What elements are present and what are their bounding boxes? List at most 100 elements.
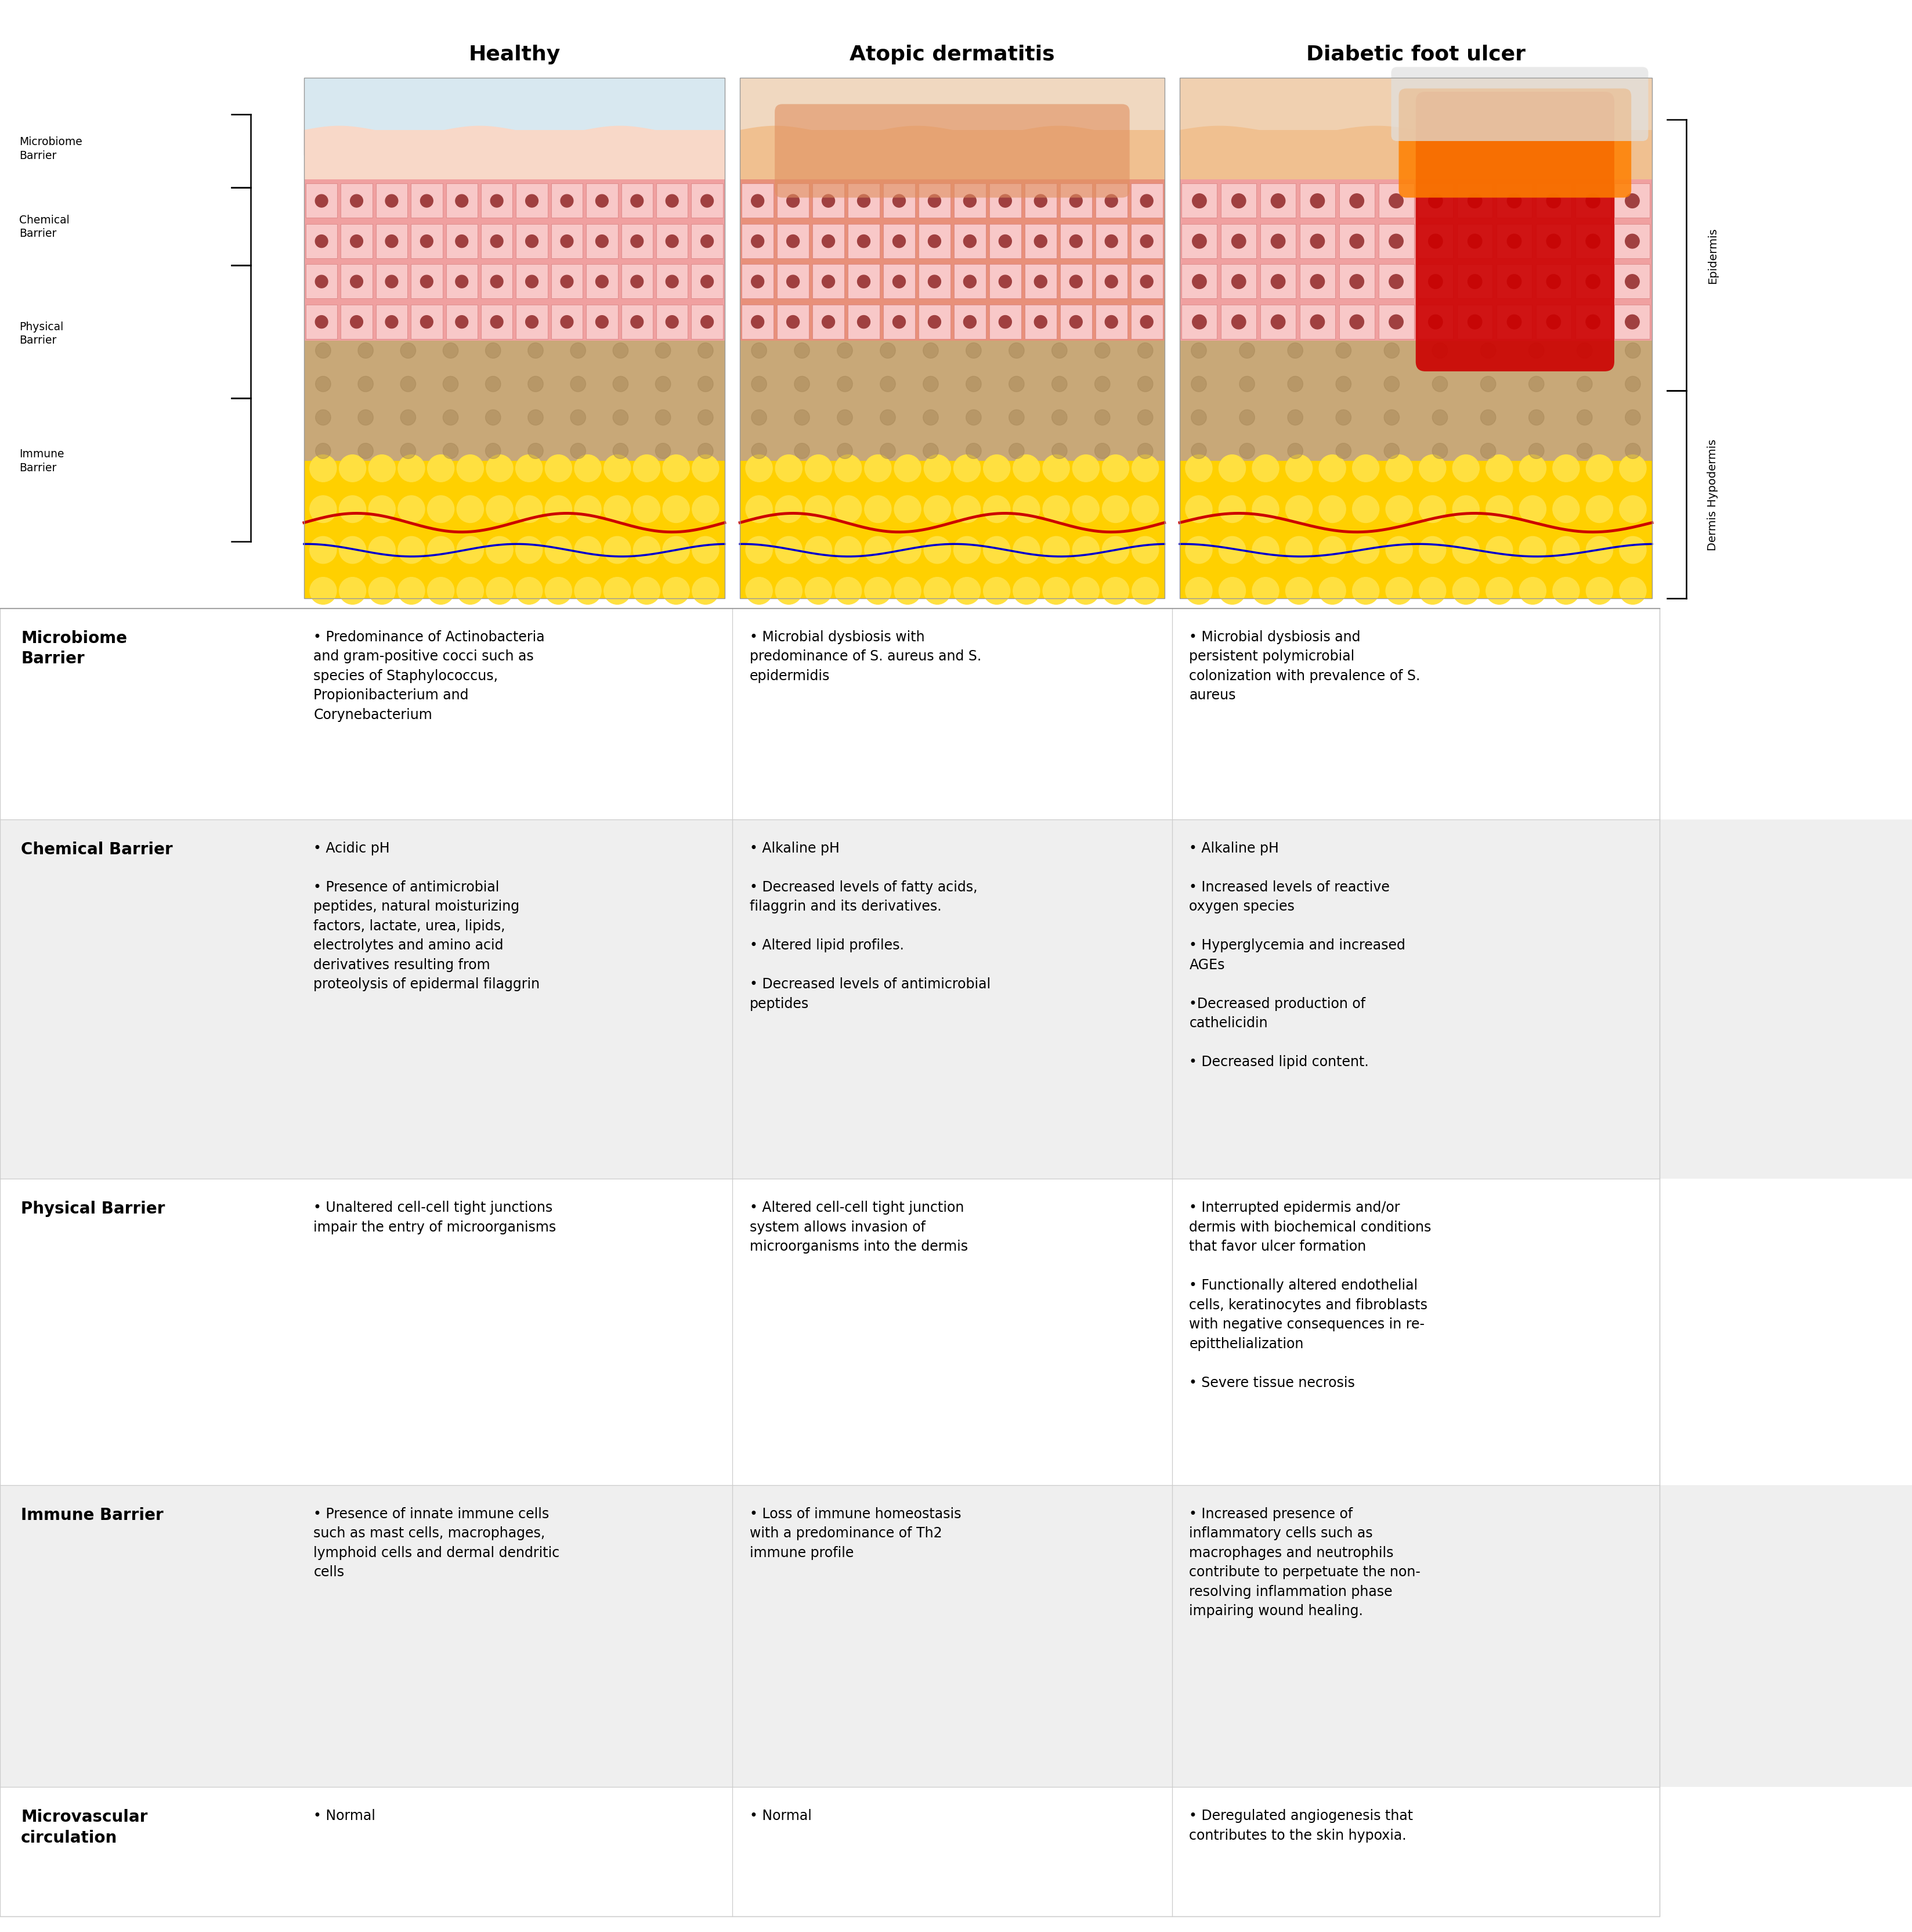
Bar — [1535, 184, 1572, 218]
Circle shape — [1101, 497, 1128, 524]
Bar — [989, 224, 1021, 259]
Bar — [776, 305, 809, 340]
Circle shape — [1350, 274, 1363, 290]
Circle shape — [656, 377, 671, 392]
Circle shape — [1507, 274, 1522, 290]
Bar — [1419, 224, 1453, 259]
Bar — [1096, 265, 1128, 299]
Circle shape — [1486, 456, 1512, 483]
Circle shape — [964, 276, 977, 288]
Circle shape — [1419, 578, 1445, 605]
Circle shape — [560, 236, 574, 247]
Circle shape — [528, 410, 543, 425]
Bar — [1025, 265, 1057, 299]
Circle shape — [665, 317, 679, 328]
Circle shape — [386, 276, 398, 288]
Circle shape — [966, 344, 981, 359]
Circle shape — [1069, 236, 1082, 247]
Bar — [1059, 224, 1092, 259]
Circle shape — [457, 497, 484, 524]
Text: • Alkaline pH

• Decreased levels of fatty acids,
filaggrin and its derivatives.: • Alkaline pH • Decreased levels of fatt… — [750, 840, 990, 1010]
Circle shape — [895, 497, 922, 524]
Bar — [377, 305, 407, 340]
Circle shape — [1013, 537, 1040, 564]
Bar — [587, 224, 618, 259]
Circle shape — [1350, 195, 1363, 209]
Circle shape — [1132, 456, 1159, 483]
Bar — [1379, 224, 1413, 259]
Circle shape — [545, 537, 572, 564]
Circle shape — [1428, 274, 1442, 290]
Bar — [621, 184, 652, 218]
Circle shape — [1625, 195, 1639, 209]
Circle shape — [857, 195, 870, 209]
Circle shape — [1239, 410, 1254, 425]
Circle shape — [444, 444, 459, 460]
Circle shape — [1386, 537, 1413, 564]
Bar — [516, 305, 547, 340]
Bar — [1182, 265, 1218, 299]
Circle shape — [1138, 377, 1153, 392]
Circle shape — [1105, 236, 1119, 247]
Bar — [1130, 224, 1162, 259]
Circle shape — [1140, 236, 1153, 247]
Bar — [1614, 265, 1650, 299]
Bar — [1614, 224, 1650, 259]
Circle shape — [1507, 234, 1522, 249]
Circle shape — [1619, 578, 1646, 605]
Circle shape — [455, 195, 468, 209]
Circle shape — [837, 377, 853, 392]
Circle shape — [528, 444, 543, 460]
Circle shape — [1625, 377, 1640, 392]
Circle shape — [793, 444, 809, 460]
Circle shape — [1587, 578, 1614, 605]
Circle shape — [692, 537, 719, 564]
Circle shape — [1193, 274, 1206, 290]
Circle shape — [526, 236, 537, 247]
Circle shape — [631, 236, 642, 247]
Text: Immune Barrier: Immune Barrier — [21, 1507, 164, 1522]
Text: • Deregulated angiogenesis that
contributes to the skin hypoxia.: • Deregulated angiogenesis that contribu… — [1189, 1808, 1413, 1841]
Circle shape — [1352, 537, 1379, 564]
Circle shape — [1625, 315, 1639, 330]
Bar — [621, 265, 652, 299]
Bar — [340, 265, 373, 299]
Circle shape — [702, 276, 713, 288]
Circle shape — [604, 537, 631, 564]
Circle shape — [1231, 274, 1247, 290]
Circle shape — [923, 410, 939, 425]
Circle shape — [1625, 234, 1639, 249]
Bar — [742, 224, 774, 259]
Circle shape — [1350, 315, 1363, 330]
Circle shape — [528, 344, 543, 359]
Bar — [883, 224, 916, 259]
Circle shape — [1553, 578, 1579, 605]
Circle shape — [1310, 195, 1325, 209]
Circle shape — [1073, 578, 1099, 605]
Circle shape — [1336, 377, 1352, 392]
Bar — [1535, 224, 1572, 259]
Circle shape — [751, 377, 767, 392]
Circle shape — [486, 344, 501, 359]
Bar — [656, 265, 688, 299]
Circle shape — [315, 276, 327, 288]
Circle shape — [751, 344, 767, 359]
Circle shape — [1350, 234, 1363, 249]
Circle shape — [893, 195, 906, 209]
Circle shape — [315, 317, 327, 328]
Circle shape — [923, 497, 950, 524]
Circle shape — [614, 377, 629, 392]
Bar — [482, 265, 512, 299]
Bar — [1614, 184, 1650, 218]
Bar — [1457, 184, 1493, 218]
Circle shape — [751, 317, 765, 328]
Bar — [304, 180, 725, 342]
Circle shape — [574, 456, 600, 483]
Circle shape — [1486, 537, 1512, 564]
Circle shape — [1138, 410, 1153, 425]
Text: • Altered cell-cell tight junction
system allows invasion of
microorganisms into: • Altered cell-cell tight junction syste… — [750, 1200, 967, 1254]
Circle shape — [837, 344, 853, 359]
Circle shape — [692, 456, 719, 483]
Circle shape — [1105, 276, 1119, 288]
Circle shape — [805, 537, 832, 564]
